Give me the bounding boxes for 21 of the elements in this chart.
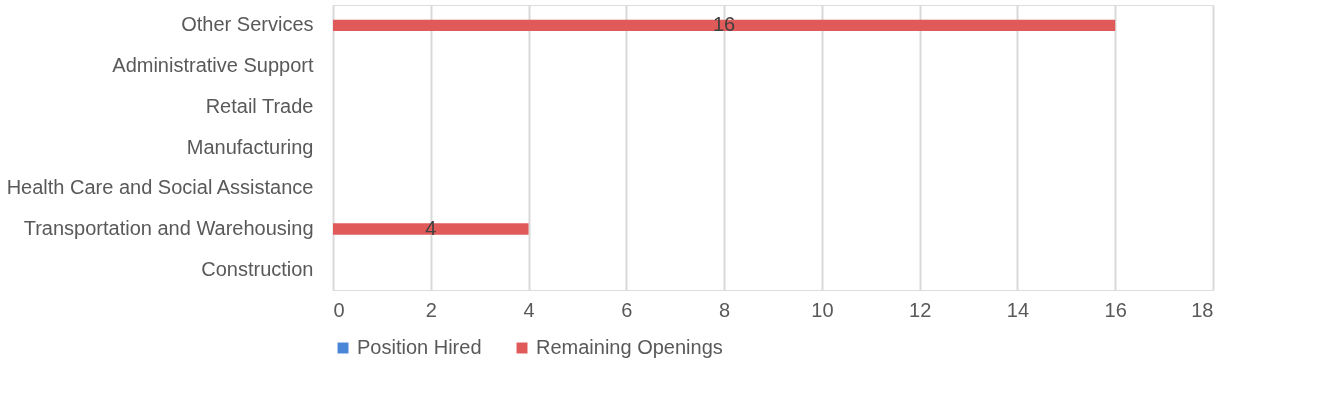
- x-tick-label: 0: [333, 298, 345, 321]
- legend-label: Remaining Openings: [536, 336, 723, 358]
- x-tick-label: 10: [811, 298, 834, 321]
- y-tick-label: Retail Trade: [205, 94, 314, 117]
- data-label: 16: [712, 13, 736, 36]
- y-tick-label: Other Services: [181, 13, 314, 36]
- x-tick-label: 12: [909, 298, 932, 321]
- x-tick-label: 4: [523, 298, 535, 321]
- y-tick-label: Health Care and Social Assistance: [6, 176, 314, 199]
- x-tick-label: 6: [621, 298, 633, 321]
- x-tick-label: 16: [1104, 298, 1127, 321]
- x-tick-label: 2: [425, 298, 437, 321]
- legend-label: Position Hired: [357, 336, 482, 358]
- y-tick-label: Administrative Support: [112, 54, 314, 77]
- x-tick-label: 18: [1191, 298, 1214, 321]
- y-tick-label: Transportation and Warehousing: [23, 216, 314, 239]
- y-tick-label: Construction: [201, 257, 314, 280]
- y-tick-label: Manufacturing: [186, 135, 314, 158]
- data-label: 4: [425, 216, 437, 239]
- x-tick-label: 14: [1006, 298, 1030, 321]
- x-tick-label: 8: [719, 298, 731, 321]
